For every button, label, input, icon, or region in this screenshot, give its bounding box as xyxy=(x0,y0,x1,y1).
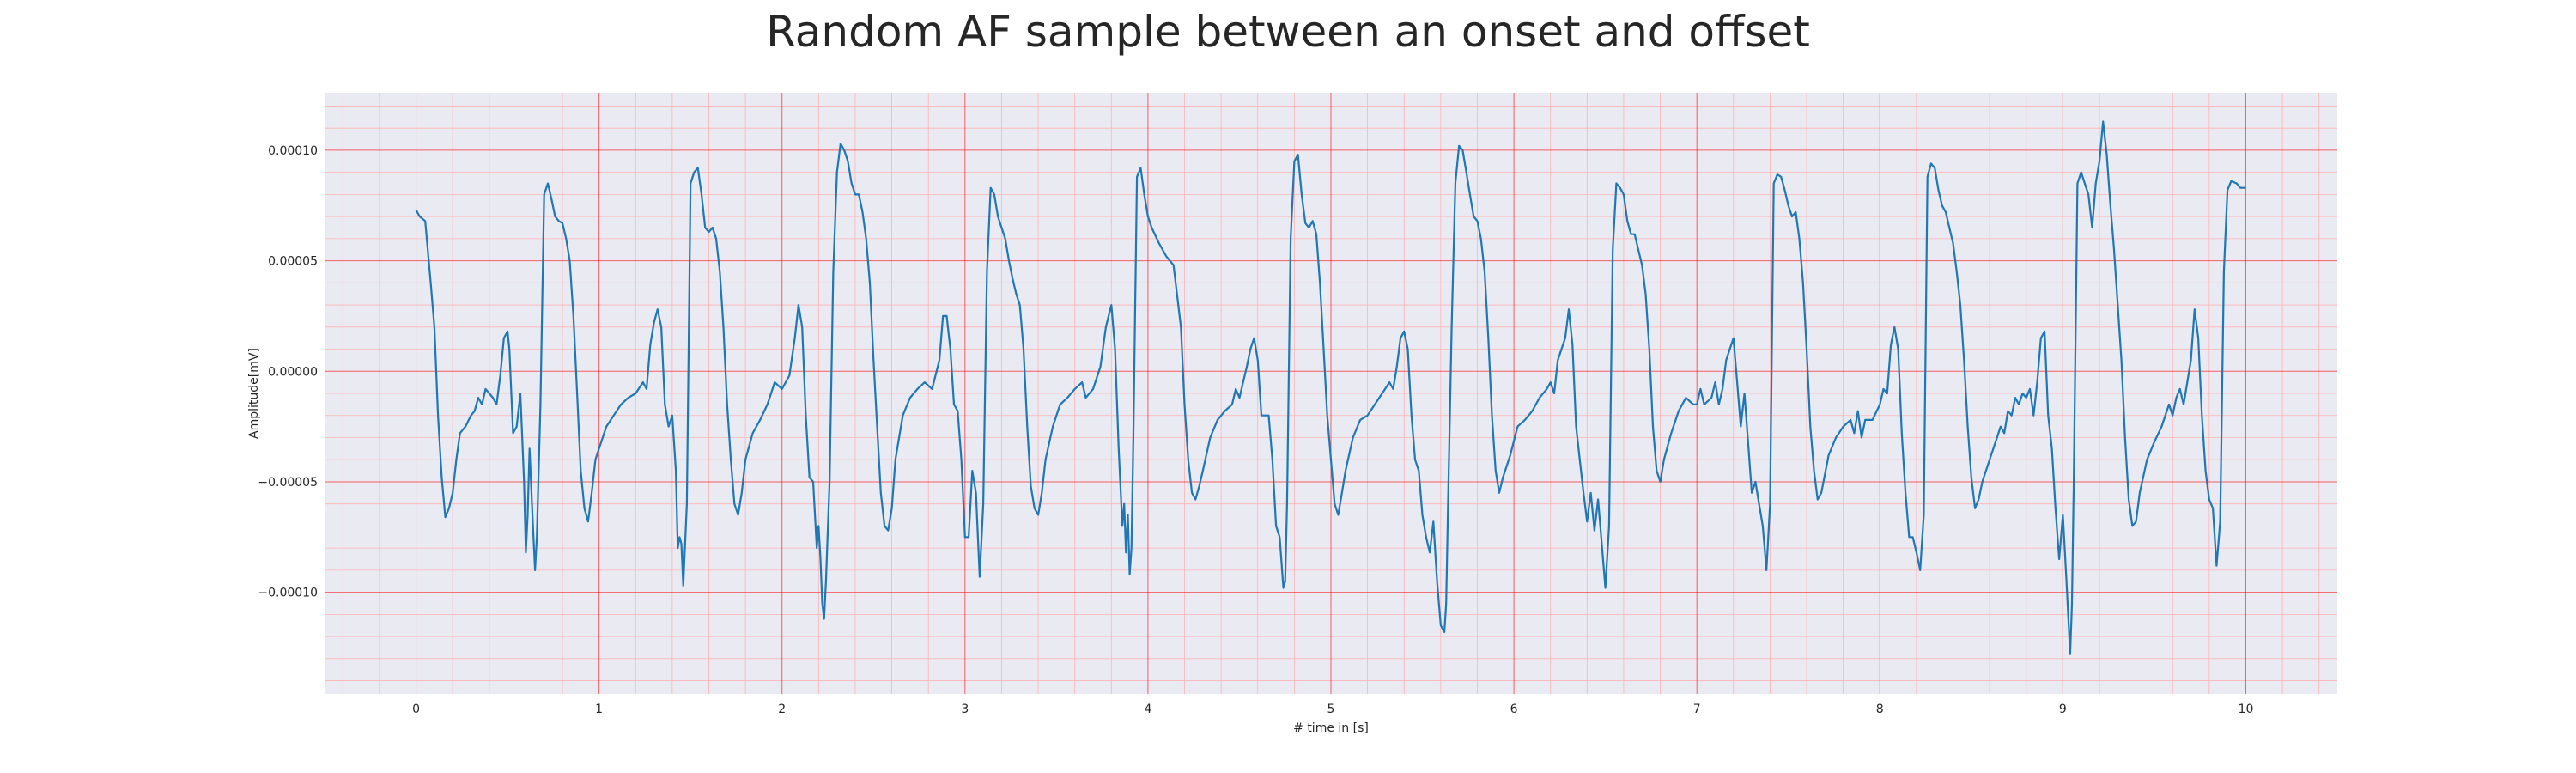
x-tick-label: 5 xyxy=(1327,703,1335,716)
y-tick-label: −0.00010 xyxy=(258,587,318,600)
x-tick-label: 0 xyxy=(412,703,420,716)
x-tick-label: 4 xyxy=(1144,703,1151,716)
y-tick-labels: −0.00010 −0.00005 0.00000 0.00005 0.00010 xyxy=(258,144,318,600)
y-tick-label: −0.00005 xyxy=(258,476,318,490)
x-tick-label: 6 xyxy=(1510,703,1518,716)
y-tick-label: 0.00010 xyxy=(268,144,318,158)
x-tick-label: 7 xyxy=(1693,703,1701,716)
y-tick-label: 0.00005 xyxy=(268,255,318,269)
x-axis-label: # time in [s] xyxy=(1293,721,1369,735)
x-tick-label: 3 xyxy=(961,703,969,716)
y-axis-label: Amplitude[mV] xyxy=(247,348,261,439)
chart-title: Random AF sample between an onset and of… xyxy=(766,7,1810,57)
series-layer xyxy=(415,120,2246,655)
y-tick-label: 0.00000 xyxy=(268,365,318,379)
x-tick-label: 8 xyxy=(1876,703,1884,716)
x-tick-label: 1 xyxy=(595,703,603,716)
x-tick-labels: 0 1 2 3 4 5 6 7 8 9 10 xyxy=(412,703,2253,716)
x-tick-label: 2 xyxy=(778,703,786,716)
x-tick-label: 10 xyxy=(2239,703,2254,716)
major-grid xyxy=(325,93,2337,694)
series-line-0 xyxy=(415,120,2246,655)
x-tick-label: 9 xyxy=(2059,703,2067,716)
